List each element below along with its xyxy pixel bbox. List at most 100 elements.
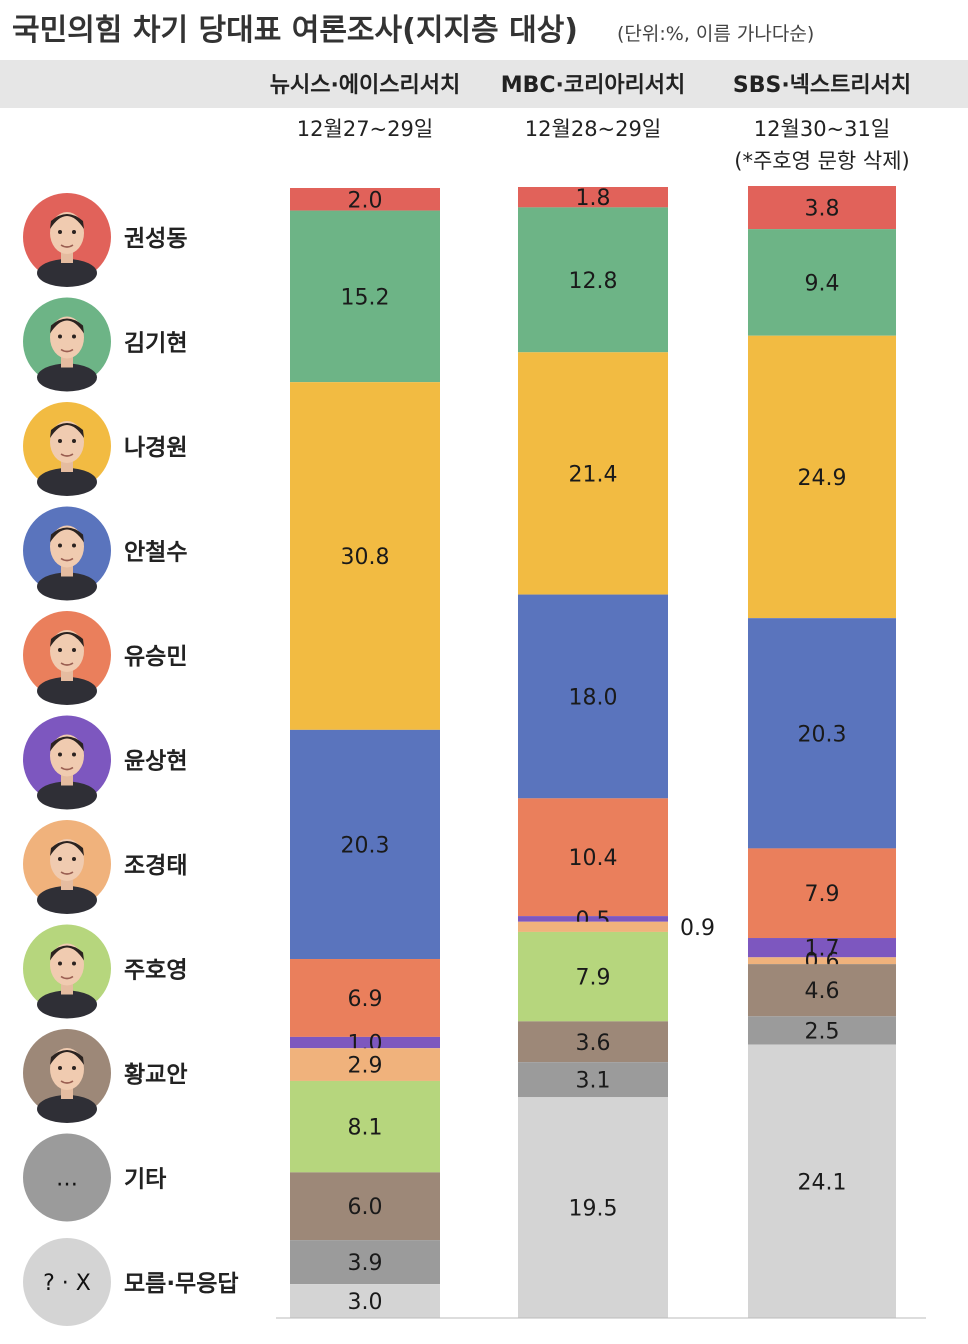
bar-segment [748,335,896,619]
legend-label: 유승민 [124,644,187,670]
person-photo-icon [37,525,97,601]
column-header-pollster: 뉴시스·에이스리서치 [270,73,461,98]
bar-segment [518,916,668,922]
data-label: 30.8 [341,545,390,570]
column-header-dates: 12월28~29일 [525,117,661,141]
person-photo-icon [37,212,97,287]
bar-segment [290,1172,440,1241]
data-label: 20.3 [341,833,390,858]
legend-label: 모름·무응답 [124,1271,239,1297]
legend-label: 권성동 [124,226,187,252]
bar-segment [290,382,440,730]
bar-stack: 1.812.821.418.010.40.5 0.97.93.63.119.5 [518,186,715,1318]
bar-segment [748,618,896,849]
bar-segment [518,187,668,208]
person-photo-icon [37,943,97,1019]
bar-segment [290,1240,440,1285]
legend-item: 황교안 [23,1029,187,1123]
data-label: 2.5 [805,1019,840,1044]
bar-stack: 3.89.424.920.37.91.70.64.62.524.1 [748,186,896,1318]
bar-segment [518,931,668,1022]
column-header-dates: 12월30~31일 [754,117,890,141]
bars: 2.015.230.820.36.91.02.98.16.03.93.01.81… [290,186,896,1318]
bar-segment [290,188,440,211]
legend-item: ? · X 모름·무응답 [23,1238,239,1326]
legend-item: 안철수 [23,506,187,601]
bar-segment [518,798,668,917]
bar-segment [518,594,668,799]
column-header-pollster: MBC·코리아리서치 [501,73,686,98]
chart-subtitle: (단위:%, 이름 가나다순) [617,23,814,45]
bar-segment [748,1016,896,1045]
data-label: 4.6 [805,979,840,1004]
data-label: 3.6 [576,1031,611,1056]
bar-segment [518,207,668,353]
ellipsis-icon: … [56,1167,78,1192]
legend-label: 김기현 [124,331,187,357]
legend-label: 나경원 [124,435,187,461]
person-photo-icon [37,734,97,810]
legend-label: 안철수 [124,540,187,566]
data-label: 9.4 [805,271,840,296]
person-photo-icon [37,630,97,705]
bar-segment [290,1080,440,1173]
column-header-dates: 12월27~29일 [297,117,433,141]
person-photo-icon [37,421,97,496]
column-header-note: (*주호영 문항 삭제) [734,149,909,173]
bar-segment [290,1284,440,1318]
data-label: 3.9 [348,1251,383,1276]
legend-label: 윤상현 [124,749,187,775]
bar-stack: 2.015.230.820.36.91.02.98.16.03.93.0 [290,188,440,1318]
data-label: 3.1 [576,1069,611,1094]
bar-segment [290,1036,440,1049]
data-label: 6.9 [348,987,383,1012]
legend-item: 조경태 [23,820,187,914]
legend-label: 황교안 [124,1062,187,1088]
question-x-icon: ? · X [43,1271,91,1296]
data-label: 24.1 [798,1170,847,1195]
legend-label: 기타 [124,1167,166,1193]
data-label: 10.4 [569,846,618,871]
data-label: 18.0 [569,685,618,710]
bar-segment [290,729,440,960]
data-label: 7.9 [805,882,840,907]
data-label: 21.4 [569,462,618,487]
legend-swatch [23,1238,111,1326]
person-photo-icon [37,316,97,392]
person-photo-icon [37,839,97,914]
bar-segment [748,1044,896,1318]
data-label: 12.8 [569,269,618,294]
bar-segment [518,1021,668,1063]
legend-item: 윤상현 [23,715,187,810]
bar-segment [518,1097,668,1318]
bar-segment [518,352,668,595]
person-photo-icon [37,1048,97,1123]
legend-label: 주호영 [124,958,187,984]
column-header-pollster: SBS·넥스트리서치 [733,73,911,98]
bar-segment [748,938,896,958]
bar-segment [518,921,668,932]
legend-swatch [23,1133,111,1222]
column-headers: 뉴시스·에이스리서치 12월27~29일 MBC·코리아리서치 12월28~29일 SB… [270,73,911,173]
data-label: 8.1 [348,1116,383,1141]
data-label: 15.2 [341,285,390,310]
data-label: 0.9 [680,916,715,941]
bar-segment [290,1048,440,1081]
data-label: 3.8 [805,197,840,222]
legend-label: 조경태 [124,853,187,879]
bar-segment [748,229,896,336]
data-label: 6.0 [348,1195,383,1220]
bar-segment [290,210,440,383]
data-label: 20.3 [798,722,847,747]
chart-title: 국민의힘 차기 당대표 여론조사(지지층 대상) [12,13,578,48]
legend-item: 유승민 [23,611,187,705]
data-label: 1.8 [576,186,611,211]
bar-segment [748,186,896,230]
data-label: 3.0 [348,1290,383,1315]
legend-item: 권성동 [23,193,187,287]
header-band [0,60,968,108]
bar-segment [748,957,896,965]
data-label: 2.9 [348,1054,383,1079]
